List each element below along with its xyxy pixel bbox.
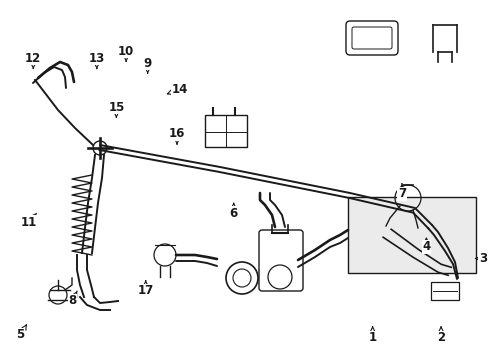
Text: 7: 7 xyxy=(397,184,405,200)
Bar xyxy=(430,282,458,300)
Text: 13: 13 xyxy=(88,52,105,68)
Text: 4: 4 xyxy=(422,238,429,253)
Text: 16: 16 xyxy=(168,127,185,144)
Text: 11: 11 xyxy=(20,213,37,229)
Text: 6: 6 xyxy=(229,203,237,220)
Bar xyxy=(347,197,475,273)
Text: 3: 3 xyxy=(474,252,486,265)
Text: 1: 1 xyxy=(368,327,376,344)
Text: 9: 9 xyxy=(143,57,151,73)
Text: 14: 14 xyxy=(167,83,188,96)
Text: 15: 15 xyxy=(108,101,124,117)
Text: 5: 5 xyxy=(17,325,26,341)
Text: 10: 10 xyxy=(118,45,134,61)
Bar xyxy=(204,115,246,147)
Text: 12: 12 xyxy=(25,52,41,68)
Text: 2: 2 xyxy=(436,327,444,344)
Text: 17: 17 xyxy=(137,281,154,297)
Text: 8: 8 xyxy=(68,291,77,307)
